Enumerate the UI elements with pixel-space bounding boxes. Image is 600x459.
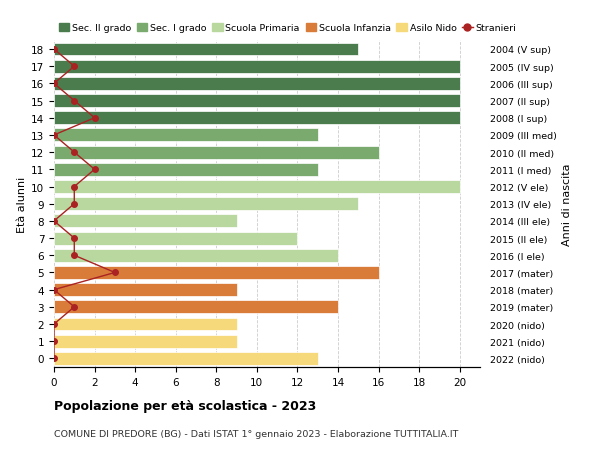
- Legend: Sec. II grado, Sec. I grado, Scuola Primaria, Scuola Infanzia, Asilo Nido, Stran: Sec. II grado, Sec. I grado, Scuola Prim…: [59, 24, 516, 34]
- Bar: [54, 44, 358, 56]
- Bar: [54, 352, 318, 365]
- Bar: [54, 301, 338, 313]
- Bar: [54, 78, 460, 90]
- Text: COMUNE DI PREDORE (BG) - Dati ISTAT 1° gennaio 2023 - Elaborazione TUTTITALIA.IT: COMUNE DI PREDORE (BG) - Dati ISTAT 1° g…: [54, 429, 458, 438]
- Bar: [54, 318, 236, 331]
- Bar: [54, 112, 460, 125]
- Bar: [54, 335, 236, 348]
- Bar: [54, 198, 358, 211]
- Bar: [54, 129, 318, 142]
- Y-axis label: Anni di nascita: Anni di nascita: [562, 163, 572, 246]
- Bar: [54, 284, 236, 297]
- Bar: [54, 266, 379, 279]
- Bar: [54, 249, 338, 262]
- Bar: [54, 95, 460, 108]
- Bar: [54, 215, 236, 228]
- Bar: [54, 61, 460, 73]
- Text: Popolazione per età scolastica - 2023: Popolazione per età scolastica - 2023: [54, 399, 316, 412]
- Bar: [54, 146, 379, 159]
- Bar: [54, 181, 460, 194]
- Y-axis label: Età alunni: Età alunni: [17, 176, 27, 232]
- Bar: [54, 232, 298, 245]
- Bar: [54, 163, 318, 176]
